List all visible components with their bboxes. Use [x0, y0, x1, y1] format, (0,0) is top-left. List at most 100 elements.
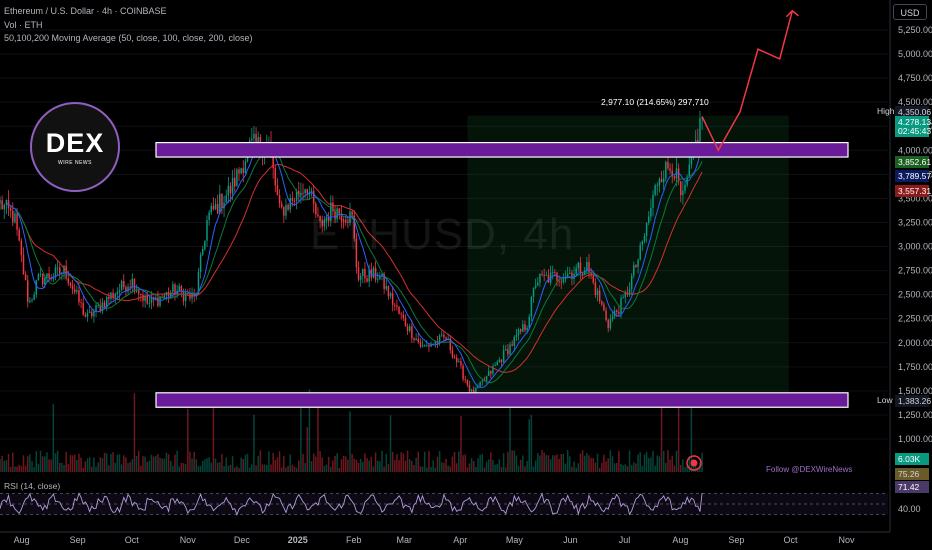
volume-bar	[155, 455, 157, 472]
volume-bar	[583, 455, 586, 472]
candle-body	[598, 290, 601, 302]
candle-body	[300, 192, 302, 196]
volume-bar	[291, 464, 294, 472]
volume-bar	[492, 460, 494, 472]
volume-bar	[135, 455, 138, 472]
time-tick-label: Feb	[346, 535, 362, 545]
alert-icon[interactable]	[686, 455, 702, 471]
candle-body	[189, 293, 191, 299]
volume-bar	[84, 461, 87, 472]
candle-body	[251, 138, 253, 141]
candle-body	[325, 216, 328, 221]
volume-bar	[276, 457, 279, 472]
candle-body	[419, 342, 422, 347]
volume-bar	[569, 456, 571, 472]
volume-bar	[216, 463, 219, 472]
volume-bar	[174, 454, 176, 472]
candle-body	[353, 215, 355, 239]
candle-body	[336, 208, 338, 220]
volume-bar	[680, 464, 682, 472]
volume-bar	[460, 416, 462, 472]
candle-body	[80, 302, 82, 303]
candle-body	[633, 265, 635, 276]
candle-body	[63, 265, 65, 273]
candle-body	[26, 280, 29, 302]
volume-bar	[688, 456, 691, 472]
volume-bar	[351, 453, 353, 472]
price-tick-label: 2,500.00	[898, 290, 932, 300]
candle-body	[462, 365, 464, 380]
volume-bar	[586, 453, 588, 472]
candle-body	[65, 265, 67, 279]
candle-body	[97, 304, 99, 306]
candle-body	[500, 359, 503, 362]
volume-bar	[306, 427, 309, 472]
volume-bar	[310, 461, 313, 472]
volume-bar	[530, 415, 533, 472]
candle-body	[639, 244, 641, 260]
volume-bar	[137, 450, 140, 472]
volume-bar	[240, 457, 242, 472]
volume-bar	[635, 463, 637, 472]
candle-body	[71, 285, 74, 290]
volume-bar	[652, 451, 654, 472]
candle-body	[287, 204, 289, 210]
rsi-label[interactable]: RSI (14, close)	[4, 481, 61, 491]
ma-indicator-label[interactable]: 50,100,200 Moving Average (50, close, 10…	[4, 33, 253, 43]
volume-bar	[201, 460, 204, 472]
volume-bar	[270, 464, 272, 472]
candle-body	[321, 220, 323, 227]
volume-bar	[14, 466, 16, 472]
candle-body	[44, 278, 46, 285]
candle-body	[387, 286, 390, 297]
candle-body	[184, 292, 187, 301]
volume-bar	[662, 450, 665, 472]
volume-bars	[0, 389, 703, 472]
time-tick-label: Aug	[672, 535, 688, 545]
volume-bar	[368, 460, 370, 472]
volume-bar	[302, 453, 304, 472]
volume-bar	[332, 460, 334, 472]
volume-bar	[500, 467, 503, 472]
candle-body	[14, 213, 16, 223]
candle-body	[46, 273, 48, 279]
volume-bar	[686, 465, 688, 472]
candle-body	[142, 294, 144, 301]
projection-path[interactable]	[701, 10, 794, 152]
candle-body	[671, 170, 673, 177]
candle-body	[172, 284, 174, 293]
volume-bar	[411, 460, 413, 472]
volume-bar	[615, 462, 618, 472]
time-tick-label: Oct	[125, 535, 140, 545]
resistance-zone[interactable]	[155, 141, 849, 158]
volume-bar	[675, 450, 678, 472]
candle-body	[16, 213, 18, 230]
volume-bar	[432, 460, 434, 472]
volume-bar	[193, 451, 195, 472]
volume-bar	[67, 463, 70, 472]
candle-body	[293, 200, 296, 202]
support-zone[interactable]	[155, 392, 849, 408]
price-tick-label: 4,000.00	[898, 145, 932, 155]
currency-button[interactable]: USD	[893, 4, 927, 20]
candle-body	[50, 278, 52, 280]
volume-bar	[524, 466, 526, 472]
volume-bar	[180, 462, 183, 472]
volume-indicator-label[interactable]: Vol · ETH	[4, 20, 43, 30]
candle-body	[400, 313, 402, 315]
volume-bar	[0, 459, 1, 472]
volume-bar	[108, 465, 110, 472]
volume-bar	[357, 462, 360, 472]
volume-bar	[628, 450, 631, 472]
volume-bar	[532, 466, 535, 472]
candle-body	[385, 286, 388, 289]
candle-body	[686, 176, 688, 185]
candle-body	[204, 240, 206, 250]
volume-bar	[118, 454, 121, 472]
volume-bar	[566, 450, 569, 472]
price-tick-label: 1,250.00	[898, 410, 932, 420]
candle-body	[29, 300, 31, 302]
volume-bar	[618, 450, 620, 472]
volume-bar	[400, 452, 402, 472]
